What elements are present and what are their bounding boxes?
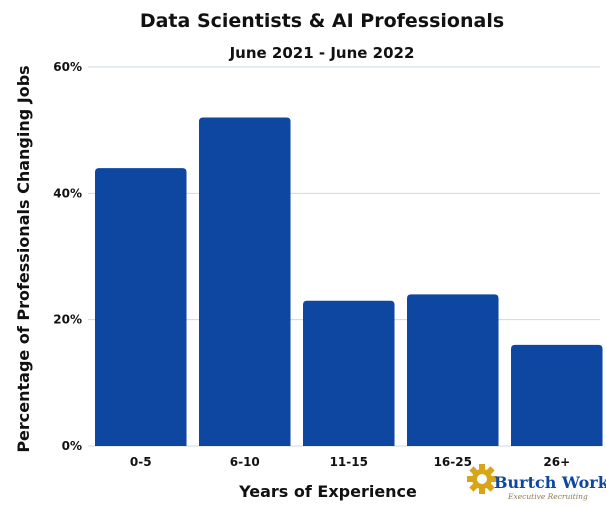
x-tick-label: 0-5 (130, 455, 152, 469)
x-axis-ticks: 0-5 6-10 11-15 16-25 26+ (130, 455, 570, 469)
y-tick-label: 40% (53, 186, 82, 200)
logo-name: Burtch Works (494, 473, 606, 492)
x-axis-label: Years of Experience (238, 482, 417, 501)
y-tick-label: 20% (53, 313, 82, 327)
x-tick-label: 6-10 (230, 455, 260, 469)
x-tick-label: 26+ (543, 455, 570, 469)
gear-tooth (479, 488, 485, 494)
y-tick-label: 0% (62, 439, 82, 453)
logo-tagline: Executive Recruiting (507, 492, 588, 501)
gear-hole (477, 474, 487, 484)
y-tick-label: 60% (53, 60, 82, 74)
bar (199, 117, 291, 447)
burtch-works-logo: Burtch Works Executive Recruiting (467, 464, 606, 501)
chart-subtitle: June 2021 - June 2022 (229, 44, 415, 62)
chart-title: Data Scientists & AI Professionals (140, 10, 504, 32)
gear-tooth (467, 476, 473, 482)
gear-tooth (491, 476, 497, 482)
bar (511, 344, 603, 446)
y-axis-label: Percentage of Professionals Changing Job… (14, 65, 33, 452)
x-tick-label: 16-25 (434, 455, 472, 469)
bar (407, 294, 499, 446)
bar (95, 168, 187, 447)
bar (303, 300, 395, 446)
y-axis-ticks: 0% 20% 40% 60% (53, 60, 82, 453)
x-tick-label: 11-15 (330, 455, 368, 469)
bars (95, 117, 603, 447)
gear-tooth (479, 464, 485, 470)
gear-icon (467, 464, 497, 494)
